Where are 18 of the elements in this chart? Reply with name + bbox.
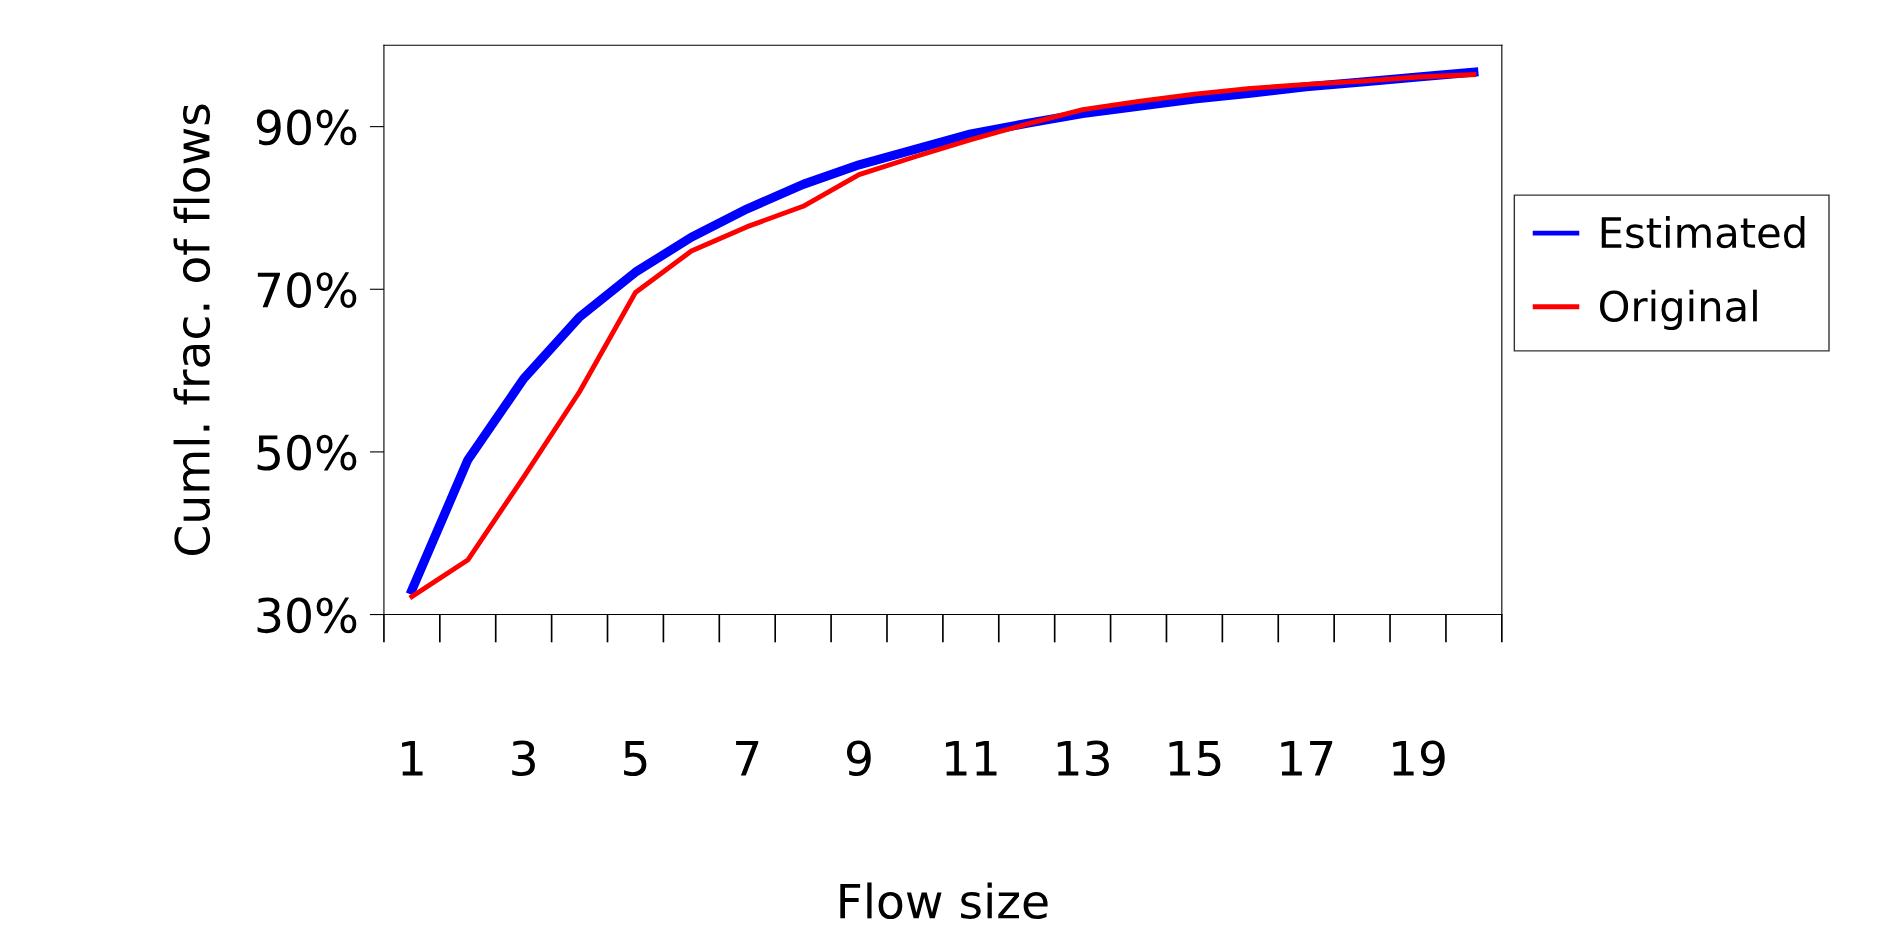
x-tick-label: 19: [1393, 740, 1445, 777]
y-tick-label: 70%: [257, 272, 357, 308]
y-tick-label: 90%: [256, 109, 357, 146]
y-tick-label: 30%: [257, 597, 357, 634]
x-axis-title: Flow size: [840, 882, 1048, 920]
x-tick-label: 13: [1057, 740, 1109, 777]
y-tick-label: 50%: [257, 434, 357, 471]
y-axis-title: Cuml. frac. of flows: [173, 104, 211, 555]
legend-label: Estimated: [1601, 216, 1805, 249]
legend-label: Original: [1600, 289, 1757, 330]
x-tick-label: 15: [1169, 741, 1221, 777]
x-tick-label: 9: [846, 740, 871, 777]
x-tick-label: 11: [945, 741, 997, 776]
x-tick-label: 7: [736, 741, 759, 776]
x-tick-label: 3: [512, 740, 535, 777]
x-tick-label: 5: [624, 741, 647, 777]
x-tick-label: 1: [402, 741, 423, 776]
x-tick-label: 17: [1281, 741, 1333, 776]
